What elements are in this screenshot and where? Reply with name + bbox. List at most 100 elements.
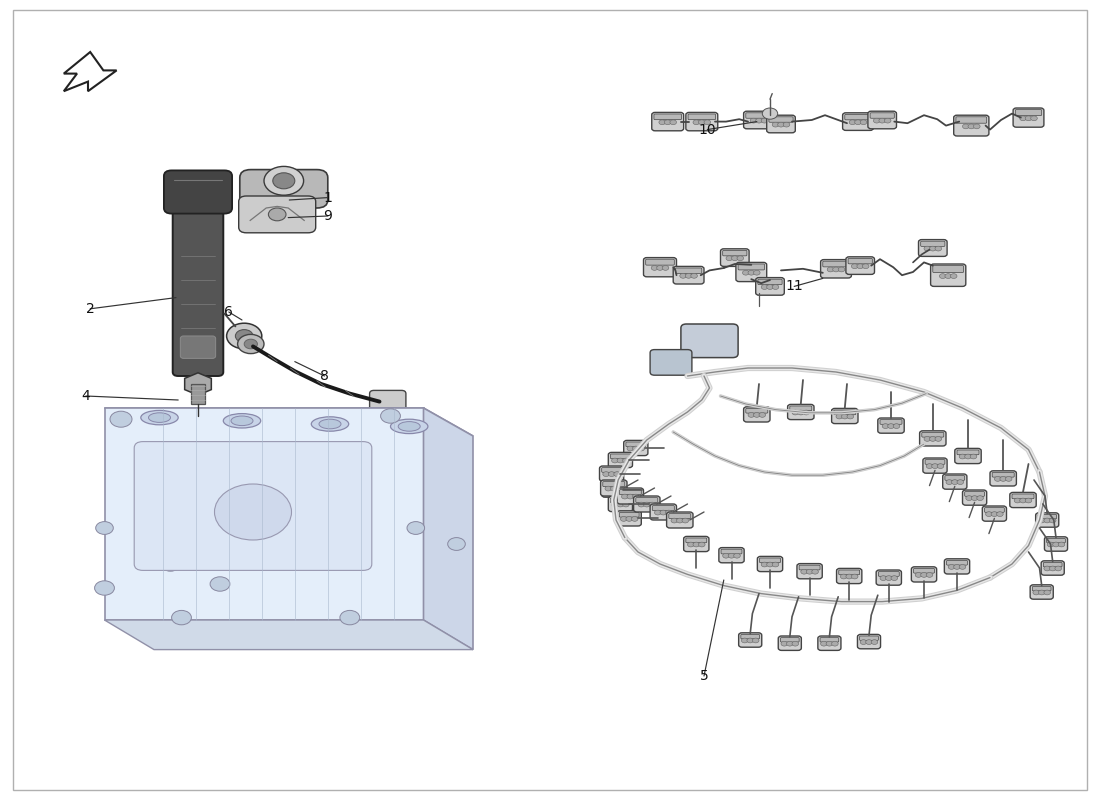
FancyBboxPatch shape [624, 440, 648, 456]
Circle shape [930, 437, 936, 442]
Circle shape [616, 488, 623, 493]
Circle shape [838, 267, 845, 272]
Circle shape [924, 437, 931, 442]
Circle shape [631, 517, 638, 522]
Circle shape [726, 256, 733, 261]
Circle shape [801, 570, 807, 574]
FancyBboxPatch shape [790, 406, 812, 410]
Circle shape [833, 267, 839, 272]
FancyBboxPatch shape [965, 491, 985, 496]
FancyBboxPatch shape [746, 408, 768, 413]
FancyBboxPatch shape [946, 560, 968, 565]
FancyBboxPatch shape [1015, 110, 1042, 115]
Circle shape [670, 120, 676, 125]
Circle shape [734, 554, 740, 558]
Circle shape [623, 458, 629, 463]
FancyBboxPatch shape [610, 498, 630, 502]
FancyBboxPatch shape [781, 638, 799, 642]
Circle shape [654, 510, 661, 515]
Circle shape [732, 256, 738, 261]
FancyBboxPatch shape [837, 568, 862, 584]
Circle shape [1038, 590, 1045, 595]
Circle shape [273, 173, 295, 189]
Circle shape [1031, 116, 1037, 121]
Circle shape [448, 538, 465, 550]
Circle shape [627, 446, 634, 451]
Circle shape [1020, 498, 1026, 503]
FancyBboxPatch shape [619, 513, 639, 517]
FancyBboxPatch shape [832, 408, 858, 424]
FancyBboxPatch shape [602, 467, 621, 472]
Text: 10: 10 [698, 122, 716, 137]
Circle shape [860, 120, 867, 125]
FancyBboxPatch shape [1033, 586, 1052, 591]
Circle shape [659, 120, 666, 125]
FancyBboxPatch shape [601, 480, 627, 496]
Circle shape [756, 118, 762, 123]
Circle shape [1044, 566, 1050, 571]
Circle shape [748, 413, 755, 418]
FancyBboxPatch shape [746, 113, 772, 118]
FancyBboxPatch shape [1010, 492, 1036, 508]
FancyBboxPatch shape [608, 452, 632, 467]
Circle shape [851, 264, 858, 269]
Circle shape [1033, 590, 1039, 595]
Circle shape [627, 494, 634, 499]
Circle shape [704, 120, 711, 125]
FancyBboxPatch shape [1043, 562, 1062, 567]
FancyBboxPatch shape [240, 170, 328, 208]
Circle shape [728, 554, 735, 558]
FancyBboxPatch shape [923, 458, 947, 474]
Circle shape [623, 502, 629, 507]
Ellipse shape [319, 419, 341, 429]
Ellipse shape [231, 416, 253, 426]
Circle shape [926, 464, 933, 469]
FancyBboxPatch shape [626, 442, 646, 446]
Text: 4: 4 [81, 389, 90, 403]
Circle shape [608, 472, 615, 477]
FancyBboxPatch shape [1045, 537, 1067, 551]
FancyBboxPatch shape [848, 258, 872, 264]
Circle shape [172, 610, 191, 625]
Ellipse shape [223, 414, 261, 428]
Circle shape [930, 246, 936, 251]
FancyBboxPatch shape [957, 450, 979, 454]
Ellipse shape [141, 410, 178, 425]
Circle shape [649, 502, 656, 507]
Polygon shape [104, 408, 424, 620]
Circle shape [860, 640, 867, 645]
Circle shape [866, 640, 872, 645]
Circle shape [651, 266, 658, 270]
Circle shape [96, 522, 113, 534]
Circle shape [880, 576, 887, 581]
Circle shape [932, 464, 938, 469]
Circle shape [95, 581, 114, 595]
Ellipse shape [223, 476, 344, 548]
FancyBboxPatch shape [982, 506, 1007, 522]
Circle shape [657, 266, 663, 270]
Circle shape [644, 502, 650, 507]
Circle shape [915, 573, 922, 578]
Circle shape [693, 542, 700, 547]
FancyBboxPatch shape [736, 262, 767, 282]
FancyBboxPatch shape [858, 634, 881, 649]
FancyBboxPatch shape [646, 259, 674, 265]
FancyBboxPatch shape [779, 636, 801, 650]
FancyBboxPatch shape [911, 566, 937, 582]
Text: 8: 8 [320, 369, 329, 383]
Circle shape [616, 486, 623, 491]
FancyBboxPatch shape [879, 571, 900, 576]
FancyBboxPatch shape [608, 496, 632, 512]
Circle shape [605, 486, 612, 491]
Circle shape [742, 270, 749, 275]
FancyBboxPatch shape [921, 242, 945, 246]
Circle shape [970, 454, 977, 459]
Circle shape [210, 577, 230, 591]
Polygon shape [104, 408, 473, 436]
Circle shape [610, 488, 617, 493]
Circle shape [381, 409, 400, 423]
FancyBboxPatch shape [1037, 514, 1056, 519]
FancyBboxPatch shape [738, 264, 764, 270]
FancyBboxPatch shape [843, 113, 873, 130]
Circle shape [676, 518, 683, 523]
